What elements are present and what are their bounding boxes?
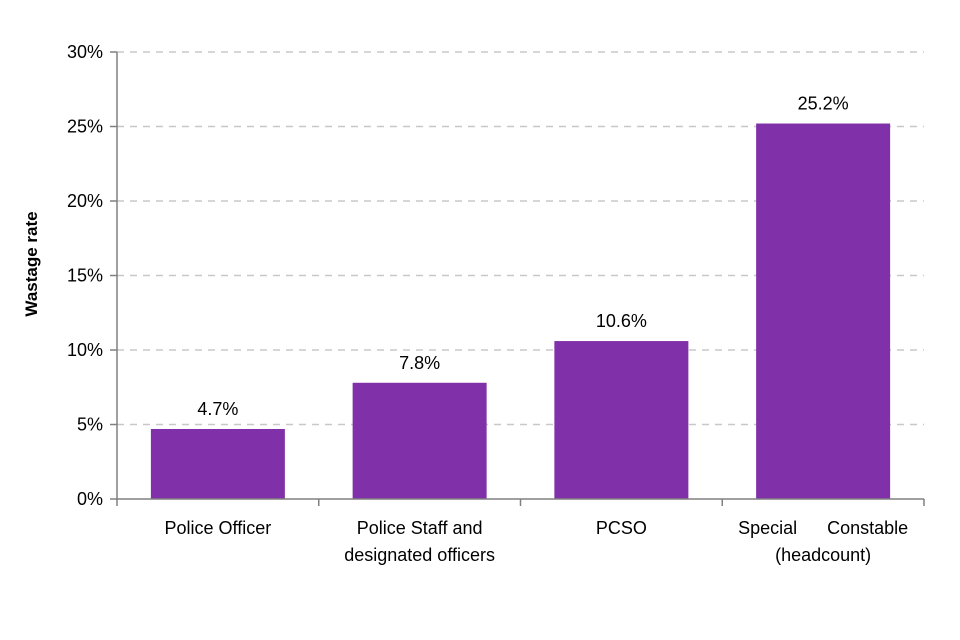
- bar: [756, 123, 891, 500]
- labels: 0% 5% 10% 15% 20% 25% 30% 4.7% Police Officer 7.8…: [67, 42, 908, 565]
- x-category-label: designated officers: [344, 545, 495, 565]
- bar: [150, 428, 285, 499]
- x-category-label: Police Staff and: [357, 518, 483, 538]
- data-label: 25.2%: [798, 94, 849, 114]
- y-tick-label: 0%: [77, 489, 103, 509]
- y-tick-label: 30%: [67, 42, 103, 62]
- bar: [352, 382, 487, 499]
- x-category-label: PCSO: [596, 518, 647, 538]
- bar: [554, 341, 689, 499]
- bars: [150, 123, 891, 500]
- y-tick-label: 25%: [67, 117, 103, 137]
- y-tick-label: 10%: [67, 340, 103, 360]
- data-label: 10.6%: [596, 311, 647, 331]
- x-category-label: (headcount): [775, 545, 871, 565]
- y-axis-title: Wastage rate: [22, 211, 41, 316]
- data-label: 4.7%: [197, 399, 238, 419]
- x-category-label: Police Officer: [165, 518, 272, 538]
- y-tick-label: 5%: [77, 415, 103, 435]
- y-tick-label: 15%: [67, 266, 103, 286]
- gridlines: [117, 51, 924, 426]
- x-category-label: Special Constable: [738, 518, 908, 538]
- axes: [110, 51, 925, 506]
- y-tick-label: 20%: [67, 191, 103, 211]
- data-label: 7.8%: [399, 353, 440, 373]
